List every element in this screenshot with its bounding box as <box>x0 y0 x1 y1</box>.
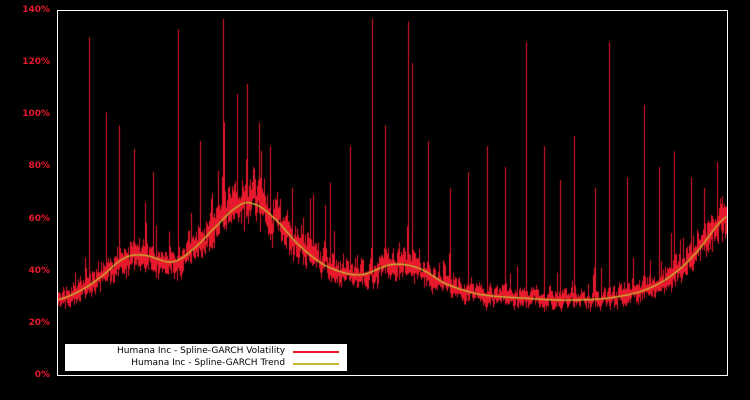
y-axis-tick-label: 140% <box>22 5 50 15</box>
legend-row-trend: Humana Inc - Spline-GARCH Trend <box>117 358 340 369</box>
y-axis-tick-label: 20% <box>28 317 50 328</box>
series-canvas <box>58 11 727 375</box>
legend-label-volatility: Humana Inc - Spline-GARCH Volatility <box>117 346 286 356</box>
y-axis-tick-label: 0% <box>34 370 50 380</box>
y-axis-tick-label: 100% <box>22 109 50 120</box>
legend-row-volatility: Humana Inc - Spline-GARCH Volatility <box>117 346 340 357</box>
legend: Humana Inc - Spline-GARCH Volatility Hum… <box>65 344 348 371</box>
y-axis-tick-label: 80% <box>28 161 50 172</box>
y-axis-tick-label: 120% <box>22 57 50 68</box>
legend-line-volatility-sample <box>293 350 340 353</box>
y-axis-tick-label: 40% <box>28 265 50 276</box>
plot-area: Humana Inc - Spline-GARCH Volatility Hum… <box>57 10 728 376</box>
legend-label-trend: Humana Inc - Spline-GARCH Trend <box>131 358 286 368</box>
legend-line-trend-sample <box>293 362 340 365</box>
y-axis-tick-label: 60% <box>28 213 50 224</box>
